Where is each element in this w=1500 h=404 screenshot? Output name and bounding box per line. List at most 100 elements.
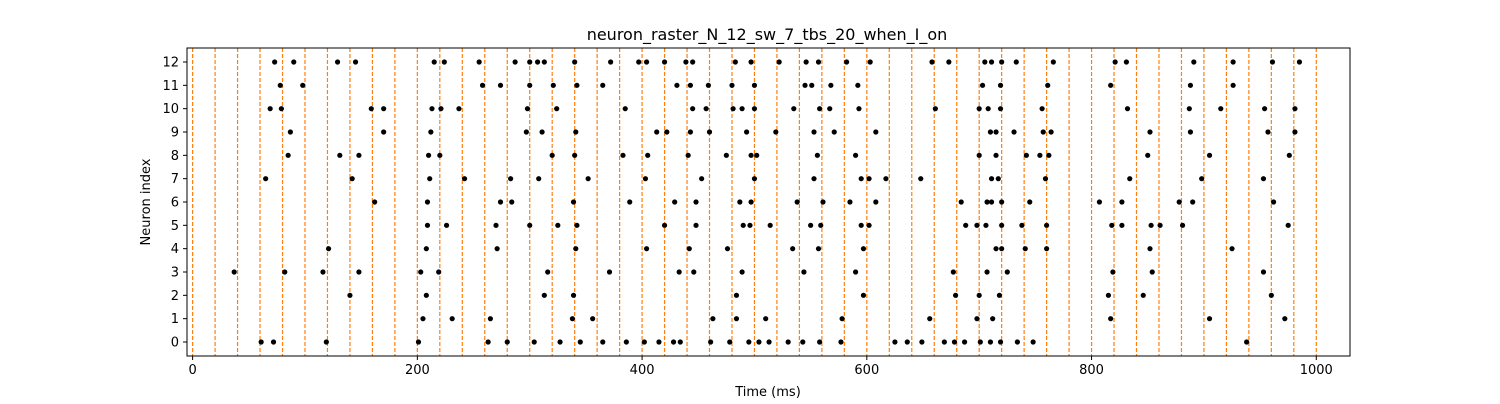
- spike-point: [1206, 316, 1213, 322]
- spike-point: [1124, 106, 1131, 112]
- spike-point: [690, 106, 696, 112]
- spike-point: [479, 82, 486, 88]
- spike-point: [438, 106, 444, 112]
- spike-point: [231, 269, 237, 275]
- spike-point: [941, 339, 947, 345]
- spike-point: [1147, 246, 1153, 252]
- spike-point: [545, 269, 551, 275]
- spike-point: [1013, 59, 1019, 65]
- spike-point: [1019, 222, 1025, 228]
- spike-point: [927, 316, 933, 322]
- spike-point: [860, 246, 867, 252]
- spike-point: [918, 176, 924, 182]
- spike-point: [356, 152, 362, 158]
- spike-point: [1119, 222, 1125, 228]
- spike-point: [493, 222, 499, 228]
- spike-point: [590, 316, 596, 322]
- spike-point: [572, 59, 578, 65]
- spike-point: [549, 152, 555, 158]
- spike-point: [808, 222, 814, 228]
- spike-point: [703, 106, 709, 112]
- spike-point: [664, 129, 670, 135]
- spike-point: [739, 106, 745, 112]
- spike-point: [572, 152, 578, 158]
- spike-point: [372, 199, 378, 205]
- spike-point: [951, 339, 958, 345]
- spike-point: [291, 59, 297, 65]
- spike-point: [1157, 222, 1163, 228]
- spike-point: [285, 152, 291, 158]
- spike-point: [1244, 339, 1250, 345]
- spike-point: [814, 152, 820, 158]
- spike-point: [676, 269, 682, 275]
- spike-point: [773, 129, 779, 135]
- spike-point: [838, 339, 844, 345]
- spike-point: [997, 339, 1004, 345]
- spike-point: [785, 339, 791, 345]
- spike-point: [622, 106, 628, 112]
- spike-point: [932, 106, 938, 112]
- spike-point: [449, 316, 455, 322]
- spike-point: [811, 176, 817, 182]
- spike-point: [748, 199, 754, 205]
- spike-point: [732, 59, 738, 65]
- spike-point: [747, 222, 753, 228]
- spike-point: [790, 246, 796, 252]
- spike-point: [827, 106, 833, 112]
- spike-point: [508, 176, 514, 182]
- spike-points: [231, 59, 1303, 345]
- spike-point: [539, 129, 545, 135]
- spike-point: [300, 82, 306, 88]
- spike-point: [263, 176, 269, 182]
- spike-point: [843, 59, 850, 65]
- spike-point: [497, 82, 504, 88]
- spike-point: [831, 129, 837, 135]
- spike-point: [431, 59, 437, 65]
- spike-point: [866, 222, 872, 228]
- spike-point: [904, 339, 910, 345]
- spike-point: [512, 59, 518, 65]
- y-tick-label: 0: [171, 336, 179, 351]
- x-tick-label: 800: [1079, 363, 1104, 378]
- spike-point: [858, 222, 864, 228]
- spike-point: [1179, 222, 1186, 228]
- spike-point: [1108, 82, 1114, 88]
- spike-point: [699, 176, 705, 182]
- spike-point: [710, 316, 716, 322]
- spike-point: [524, 106, 531, 112]
- spike-point: [1191, 59, 1197, 65]
- spike-point: [654, 129, 660, 135]
- spike-point: [287, 129, 293, 135]
- spike-point: [425, 152, 432, 158]
- spike-point: [818, 222, 824, 228]
- spike-point: [1286, 152, 1292, 158]
- spike-point: [1265, 129, 1271, 135]
- spike-point: [1206, 152, 1213, 158]
- spike-point: [950, 269, 956, 275]
- spike-point: [527, 59, 533, 65]
- spike-point: [995, 176, 1001, 182]
- spike-point: [988, 199, 995, 205]
- spike-point: [320, 269, 326, 275]
- spike-point: [1230, 82, 1236, 88]
- spike-point: [929, 59, 935, 65]
- spike-point: [573, 246, 579, 252]
- spike-point: [523, 129, 529, 135]
- spike-point: [811, 129, 817, 135]
- spike-point: [839, 316, 845, 322]
- spike-point: [573, 129, 579, 135]
- spike-point: [347, 292, 353, 298]
- spike-point: [809, 82, 815, 88]
- spike-point: [1292, 129, 1298, 135]
- spike-point: [974, 222, 980, 228]
- spike-point: [801, 269, 807, 275]
- spike-point: [1282, 316, 1288, 322]
- plot-frame: [186, 47, 1351, 357]
- spike-point: [677, 339, 683, 345]
- spike-point: [791, 106, 797, 112]
- spike-point: [1176, 199, 1182, 205]
- spike-point: [743, 129, 750, 135]
